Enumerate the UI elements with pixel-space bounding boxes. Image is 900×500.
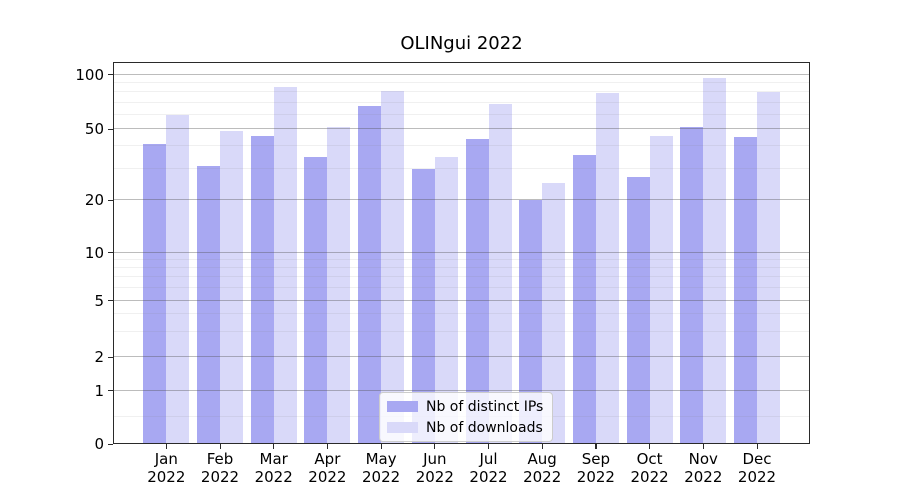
grid-line-minor xyxy=(113,313,810,315)
x-tick-mark xyxy=(488,444,490,449)
x-tick-label: Sep 2022 xyxy=(576,450,615,486)
y-tick-label: 20 xyxy=(84,191,104,209)
grid-line-major xyxy=(113,356,810,357)
bar-distinct-ips xyxy=(465,138,489,444)
x-tick-label: Mar 2022 xyxy=(254,450,293,486)
grid-line-major xyxy=(113,251,810,253)
bar-downloads xyxy=(327,127,351,444)
y-tick-label: 10 xyxy=(84,243,104,262)
y-tick-label: 5 xyxy=(94,291,104,310)
x-tick-label: Jan 2022 xyxy=(147,450,186,486)
legend-item-distinct-ips: Nb of distinct IPs xyxy=(387,398,543,415)
x-tick-label: Aug 2022 xyxy=(523,450,562,486)
grid-line-minor xyxy=(113,331,810,332)
y-tick-mark xyxy=(108,443,113,445)
x-tick-mark xyxy=(165,444,167,449)
y-tick-label: 100 xyxy=(75,65,104,84)
x-tick-label: Oct 2022 xyxy=(630,450,669,486)
x-tick-mark xyxy=(326,444,329,449)
x-tick-mark xyxy=(595,444,597,449)
grid-line-major xyxy=(113,128,810,129)
grid-line-minor xyxy=(113,267,810,268)
grid-line-minor xyxy=(113,286,810,288)
x-tick-label: Apr 2022 xyxy=(308,450,347,486)
bar-distinct-ips xyxy=(250,135,274,444)
grid-line-minor xyxy=(113,101,810,103)
x-tick-mark xyxy=(380,444,382,449)
chart-title: OLINgui 2022 xyxy=(400,33,523,54)
grid-line-minor xyxy=(113,258,810,260)
y-tick-mark xyxy=(108,199,113,201)
grid-line-major xyxy=(113,299,810,301)
x-tick-mark xyxy=(273,444,275,449)
x-tick-label: Jun 2022 xyxy=(415,450,454,486)
plot-area xyxy=(113,62,810,444)
x-tick-mark xyxy=(219,444,221,449)
grid-line-minor xyxy=(113,276,810,278)
y-tick-label: 2 xyxy=(94,348,104,366)
legend-swatch-distinct-ips xyxy=(387,401,418,412)
bar-distinct-ips xyxy=(197,166,220,444)
grid-line-minor xyxy=(113,82,810,83)
grid-line-minor xyxy=(113,113,810,115)
x-tick-label: Jul 2022 xyxy=(469,450,508,486)
y-tick-mark xyxy=(108,128,113,130)
bar-distinct-ips xyxy=(143,144,167,444)
bar-distinct-ips xyxy=(304,156,328,444)
bar-downloads xyxy=(273,87,297,444)
x-tick-mark xyxy=(434,444,436,449)
bar-downloads xyxy=(434,156,458,444)
x-tick-mark xyxy=(541,444,543,449)
legend-item-downloads: Nb of downloads xyxy=(387,419,543,436)
grid-line-major xyxy=(113,389,810,391)
y-tick-label: 50 xyxy=(84,120,104,138)
bar-downloads xyxy=(542,182,566,444)
y-tick-mark xyxy=(108,252,113,254)
bar-distinct-ips xyxy=(358,106,382,444)
bar-distinct-ips xyxy=(519,200,543,444)
bar-distinct-ips xyxy=(680,127,704,444)
bar-downloads xyxy=(488,103,512,444)
x-tick-label: Nov 2022 xyxy=(684,450,723,486)
x-tick-mark xyxy=(702,444,704,449)
grid-line-major xyxy=(113,73,810,75)
y-tick-label: 1 xyxy=(94,381,104,400)
bar-distinct-ips xyxy=(626,176,650,444)
bar-downloads xyxy=(220,130,243,444)
x-tick-label: May 2022 xyxy=(362,450,401,486)
grid-line-major xyxy=(113,199,810,200)
legend-swatch-downloads xyxy=(387,422,418,433)
bar-downloads xyxy=(757,92,780,444)
y-tick-label: 0 xyxy=(94,435,104,453)
x-tick-label: Dec 2022 xyxy=(737,450,777,486)
x-tick-mark xyxy=(649,444,651,449)
bar-downloads xyxy=(703,77,727,444)
y-tick-mark xyxy=(108,74,113,76)
x-tick-mark xyxy=(756,444,758,449)
bar-downloads xyxy=(595,93,619,444)
y-tick-mark xyxy=(108,356,113,358)
y-tick-mark xyxy=(108,300,113,302)
grid-line-minor xyxy=(113,91,810,93)
bar-distinct-ips xyxy=(572,154,596,444)
y-tick-mark xyxy=(108,390,113,392)
grid-line-minor xyxy=(113,145,810,147)
x-tick-label: Feb 2022 xyxy=(200,450,240,486)
bar-downloads xyxy=(649,135,673,444)
legend-label: Nb of downloads xyxy=(426,419,543,436)
legend: Nb of distinct IPs Nb of downloads xyxy=(379,392,554,442)
bar-downloads xyxy=(166,114,190,444)
grid-line-minor xyxy=(113,167,810,169)
bar-distinct-ips xyxy=(734,137,757,444)
bar-downloads xyxy=(381,91,405,444)
bar-distinct-ips xyxy=(411,168,435,444)
legend-label: Nb of distinct IPs xyxy=(426,398,544,415)
